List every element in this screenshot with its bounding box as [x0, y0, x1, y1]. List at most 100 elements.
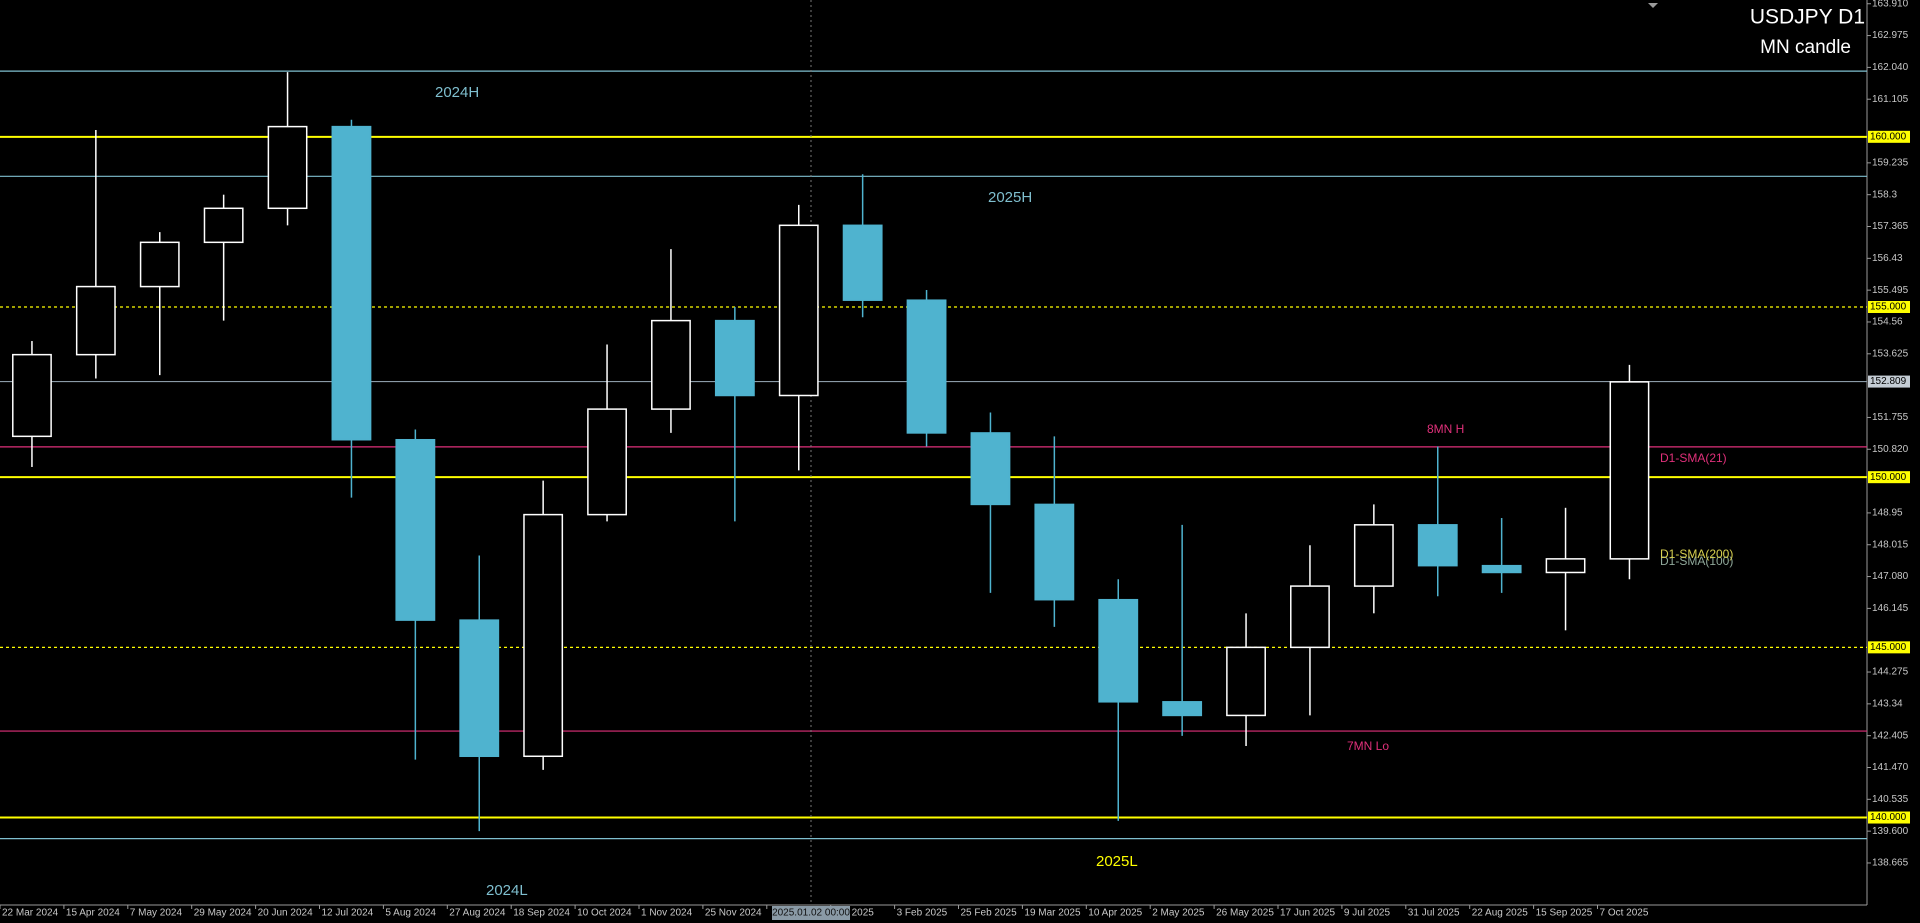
- y-tick-label: 147.080: [1872, 571, 1909, 582]
- candle-body: [395, 438, 436, 621]
- x-tick-label: 26 May 2025: [1216, 908, 1274, 919]
- annotation: D1-SMA(200): [1660, 547, 1733, 561]
- candle-body: [1609, 381, 1650, 560]
- candle-body: [12, 353, 52, 438]
- candle-body: [1417, 524, 1458, 567]
- candle-body: [203, 207, 244, 244]
- price-tag: 150.000: [1870, 472, 1907, 483]
- chart-title: USDJPY D1: [1750, 6, 1865, 29]
- candle-body: [1162, 701, 1203, 717]
- crosshair-label: 2025.01.02 00:00: [772, 908, 850, 919]
- y-tick-label: 146.145: [1872, 603, 1909, 614]
- price-tag-bg: [1868, 300, 1910, 313]
- annotation: D1-SMA(21): [1660, 451, 1727, 465]
- y-tick-label: 157.365: [1872, 221, 1909, 232]
- y-tick-label: 162.975: [1872, 30, 1909, 41]
- x-tick-label: 29 May 2024: [194, 908, 252, 919]
- x-tick-label: 9 Jul 2025: [1344, 908, 1391, 919]
- y-tick-label: 159.235: [1872, 157, 1909, 168]
- candle-body: [75, 285, 116, 356]
- candle-body: [1545, 558, 1586, 574]
- y-tick-label: 154.56: [1872, 317, 1903, 328]
- annotation: 8MN H: [1427, 422, 1464, 436]
- x-tick-label: 25 Feb 2025: [961, 908, 1018, 919]
- candle-body: [970, 432, 1011, 506]
- candle-body: [1098, 598, 1139, 703]
- annotation: 2025L: [1096, 853, 1138, 870]
- chart-subtitle: MN candle: [1760, 37, 1851, 58]
- candle-body: [714, 319, 755, 397]
- candle-body: [523, 513, 564, 758]
- candle-body: [459, 619, 500, 758]
- candle-body: [587, 408, 627, 516]
- y-tick-label: 143.34: [1872, 698, 1903, 709]
- candle-body: [651, 319, 691, 410]
- candle-body: [906, 299, 947, 434]
- candle-body: [1226, 646, 1266, 717]
- x-tick-label: 7 Oct 2025: [1600, 908, 1649, 919]
- x-tick-label: 15 Apr 2024: [66, 908, 120, 919]
- annotation: 7MN Lo: [1347, 739, 1389, 753]
- candle-body: [1353, 524, 1394, 587]
- x-tick-label: Jan 2025: [833, 908, 875, 919]
- y-tick-label: 158.3: [1872, 189, 1897, 200]
- x-tick-label: 20 Jun 2024: [258, 908, 313, 919]
- x-tick-label: 19 Mar 2025: [1024, 908, 1081, 919]
- shift-marker[interactable]: [1648, 3, 1658, 8]
- x-tick-label: 2 May 2025: [1152, 908, 1205, 919]
- annotation: D1-SMA(100): [1660, 554, 1733, 568]
- price-tag: 155.000: [1870, 302, 1907, 313]
- y-tick-label: 161.105: [1872, 94, 1909, 105]
- x-tick-label: 7 May 2024: [130, 908, 183, 919]
- x-tick-label: 18 Sep 2024: [513, 908, 570, 919]
- price-tag-bg: [1868, 641, 1910, 654]
- price-tag-bg: [1868, 130, 1910, 143]
- x-tick-label: 25 Nov 2024: [705, 908, 762, 919]
- x-tick-label: 10 Oct 2024: [577, 908, 632, 919]
- x-tick-label: 27 Aug 2024: [449, 908, 506, 919]
- y-tick-label: 148.95: [1872, 508, 1903, 519]
- annotation: 2024L: [486, 882, 528, 899]
- x-tick-label: 3 Feb 2025: [897, 908, 948, 919]
- candle-body: [778, 224, 819, 397]
- y-tick-label: 142.405: [1872, 730, 1909, 741]
- y-tick-label: 148.015: [1872, 539, 1909, 550]
- price-tag-bg: [1868, 375, 1910, 388]
- crosshair-label-bg: [772, 906, 850, 920]
- price-tag: 160.000: [1870, 131, 1907, 142]
- x-tick-label: 1 Nov 2024: [641, 908, 693, 919]
- y-tick-label: 151.755: [1872, 412, 1909, 423]
- x-tick-label: 10 Apr 2025: [1088, 908, 1142, 919]
- x-tick-label: 17 Jun 2025: [1280, 908, 1335, 919]
- y-tick-label: 140.535: [1872, 794, 1909, 805]
- price-tag-bg: [1868, 471, 1910, 484]
- annotation: 2025H: [988, 189, 1032, 206]
- y-tick-label: 138.665: [1872, 858, 1909, 869]
- y-tick-label: 144.275: [1872, 667, 1909, 678]
- candle-body: [331, 125, 372, 441]
- x-tick-label: 22 Aug 2025: [1472, 908, 1529, 919]
- x-tick-label: 12 Jul 2024: [322, 908, 374, 919]
- y-tick-label: 156.43: [1872, 253, 1903, 264]
- price-tag: 152.809: [1870, 376, 1907, 387]
- y-tick-label: 139.600: [1872, 826, 1909, 837]
- candle-body: [1034, 503, 1075, 601]
- y-tick-label: 141.470: [1872, 762, 1909, 773]
- x-tick-label: 5 Aug 2024: [385, 908, 436, 919]
- price-tag-bg: [1868, 811, 1910, 824]
- x-tick-label: 15 Sep 2025: [1536, 908, 1593, 919]
- candle-body: [842, 224, 883, 301]
- candle-body: [267, 125, 308, 210]
- price-tag: 140.000: [1870, 812, 1907, 823]
- annotation: 2024H: [435, 84, 479, 101]
- y-tick-label: 153.625: [1872, 348, 1909, 359]
- y-tick-label: 150.820: [1872, 444, 1909, 455]
- y-tick-label: 162.040: [1872, 62, 1909, 73]
- candle-body: [1290, 585, 1330, 649]
- x-tick-label: 22 Mar 2024: [2, 908, 59, 919]
- candle-body: [139, 241, 180, 288]
- x-tick-label: 31 Jul 2025: [1408, 908, 1460, 919]
